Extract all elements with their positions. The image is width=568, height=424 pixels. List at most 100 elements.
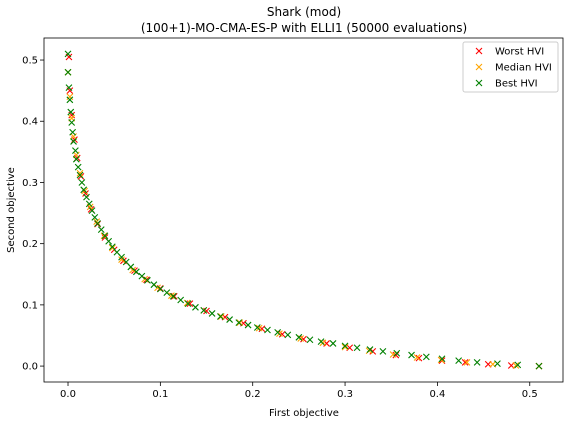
point-series-2 — [200, 306, 208, 314]
chart-subtitle: (100+1)-MO-CMA-ES-P with ELLI1 (50000 ev… — [141, 21, 467, 35]
point-series-2 — [317, 338, 325, 345]
point-series-1 — [76, 169, 84, 177]
point-series-2 — [66, 96, 74, 104]
point-series-2 — [306, 336, 314, 344]
point-series-2 — [244, 321, 252, 329]
point-series-1 — [129, 266, 137, 274]
point-series-1 — [512, 362, 520, 369]
y-tick-label: 0.3 — [22, 178, 38, 189]
point-series-2 — [353, 344, 361, 352]
point-series-2 — [494, 360, 501, 368]
point-series-2 — [127, 263, 135, 271]
legend-box — [462, 41, 559, 93]
point-series-2 — [97, 226, 105, 233]
point-series-1 — [168, 292, 175, 300]
point-series-2 — [379, 348, 387, 355]
point-series-2 — [184, 300, 192, 308]
point-series-2 — [91, 213, 99, 221]
point-series-2 — [67, 108, 75, 116]
y-tick-label: 0.1 — [22, 300, 38, 311]
y-tick-label: 0.4 — [22, 117, 38, 128]
y-axis-ticks: 0.0 0.1 0.2 0.3 0.4 0.5 — [22, 56, 44, 373]
point-series-2 — [76, 171, 84, 179]
y-axis-label: Second objective — [6, 167, 17, 253]
point-series-1 — [66, 93, 74, 101]
x-tick-label: 0.3 — [337, 389, 353, 400]
point-series-2 — [94, 220, 101, 227]
point-series-1 — [413, 354, 421, 361]
point-series-2 — [295, 333, 303, 341]
x-tick-label: 0.4 — [429, 389, 445, 400]
point-series-2 — [284, 331, 292, 339]
point-series-2 — [329, 340, 337, 347]
point-series-2 — [78, 179, 86, 186]
point-series-1 — [93, 218, 101, 226]
point-series-2 — [192, 303, 199, 311]
point-series-1 — [255, 324, 263, 332]
point-series-2 — [85, 200, 93, 208]
point-series-1 — [463, 359, 471, 366]
point-series-2 — [177, 296, 185, 304]
point-series-2 — [138, 272, 146, 280]
plot-area — [44, 38, 563, 382]
point-series-2 — [74, 163, 82, 171]
point-series-0 — [415, 354, 423, 362]
x-tick-label: 0.2 — [245, 389, 261, 400]
x-tick-label: 0.0 — [60, 389, 76, 400]
point-series-2 — [274, 329, 282, 336]
point-series-2 — [64, 50, 72, 58]
point-series-2 — [253, 324, 261, 331]
point-series-1 — [341, 343, 349, 351]
point-series-2 — [341, 342, 349, 350]
point-series-2 — [105, 237, 113, 245]
point-series-2 — [64, 68, 72, 76]
legend-marker-0 — [475, 47, 483, 55]
point-series-2 — [144, 277, 151, 284]
point-series-2 — [83, 193, 90, 201]
point-series-2 — [88, 207, 96, 215]
point-series-2 — [438, 355, 446, 363]
x-axis-label: First objective — [269, 408, 339, 419]
point-series-2 — [80, 186, 88, 194]
legend: Worst HVI Median HVI Best HVI — [462, 41, 559, 93]
point-series-2 — [366, 346, 374, 353]
point-series-2 — [156, 285, 164, 293]
legend-label-2: Best HVI — [495, 79, 538, 90]
point-series-2 — [101, 232, 109, 240]
point-series-2 — [70, 138, 77, 145]
point-series-2 — [455, 357, 463, 364]
x-tick-label: 0.5 — [522, 389, 538, 400]
point-series-1 — [389, 351, 397, 358]
point-series-2 — [132, 268, 140, 276]
point-series-2 — [150, 281, 158, 289]
point-series-1 — [100, 232, 108, 240]
point-series-2 — [422, 353, 430, 361]
legend-label-1: Median HVI — [495, 63, 552, 74]
point-series-1 — [236, 319, 244, 327]
point-series-2 — [408, 351, 415, 359]
point-series-2 — [65, 84, 73, 91]
point-series-2 — [169, 292, 177, 300]
point-series-2 — [72, 155, 80, 163]
point-series-2 — [208, 310, 216, 317]
point-series-2 — [535, 362, 543, 370]
point-series-1 — [118, 256, 125, 263]
point-series-0 — [461, 359, 469, 366]
point-series-2 — [226, 316, 234, 323]
point-series-2 — [235, 319, 243, 327]
legend-marker-2 — [475, 79, 483, 87]
legend-marker-1 — [475, 63, 483, 71]
point-series-2 — [264, 326, 271, 334]
point-series-2 — [393, 349, 401, 357]
chart-title: Shark (mod) — [267, 5, 341, 19]
point-series-2 — [108, 243, 116, 251]
legend-label-0: Worst HVI — [495, 47, 544, 58]
point-series-2 — [68, 119, 76, 126]
point-series-2 — [69, 128, 77, 136]
point-series-2 — [216, 313, 224, 320]
x-tick-label: 0.1 — [152, 389, 168, 400]
point-series-2 — [514, 361, 522, 369]
data-points — [64, 50, 543, 370]
y-tick-label: 0.5 — [22, 56, 38, 67]
